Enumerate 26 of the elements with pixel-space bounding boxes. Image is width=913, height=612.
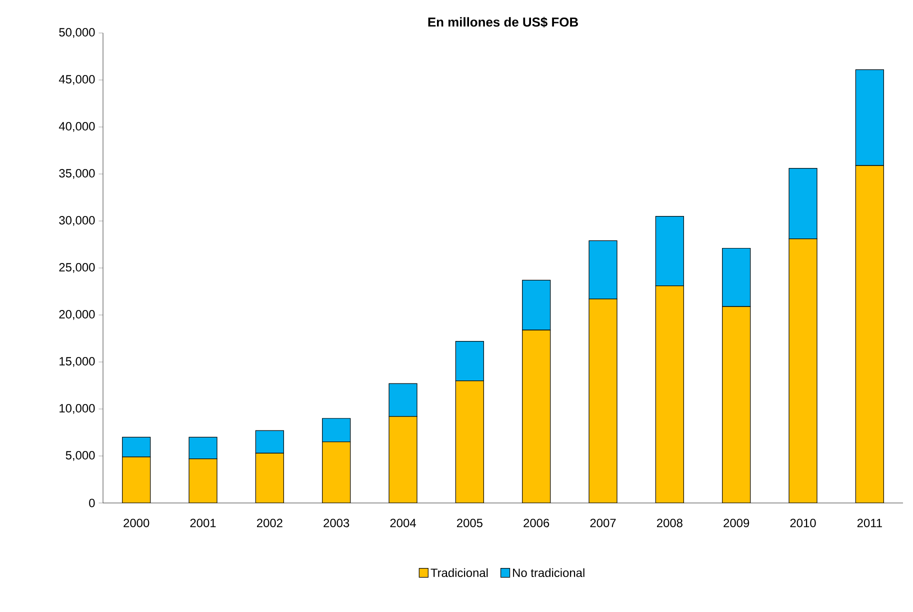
x-tick-label: 2003 [324,518,350,528]
x-tick-label: 2004 [390,518,416,528]
legend-label: Tradicional [430,568,488,578]
x-tick-label: 2001 [190,518,216,528]
y-tick-label: 0 [89,498,95,508]
x-tick-label: 2007 [590,518,616,528]
y-tick-label: 50,000 [59,28,95,38]
y-tick-label: 25,000 [59,263,95,273]
x-tick-label: 2008 [656,518,682,528]
y-tick-label: 10,000 [60,404,95,414]
x-tick-label: 2005 [456,518,482,528]
y-tick-label: 45,000 [58,75,95,85]
y-tick-label: 30,000 [59,216,95,226]
chart-title: En millones de US$ FOB [428,16,578,28]
x-tick-label: 2011 [857,518,882,528]
y-tick-label: 15,000 [60,357,95,367]
x-tick-label: 2000 [124,518,150,528]
y-tick-label: 40,000 [58,122,95,132]
y-tick-label: 5,000 [66,451,95,461]
legend-label: No tradicional [513,568,584,578]
y-tick-label: 35,000 [59,169,95,179]
x-tick-label: 2002 [256,518,282,528]
x-tick-label: 2010 [790,518,816,528]
y-tick-label: 20,000 [59,310,95,320]
x-tick-label: 2009 [724,518,750,528]
x-tick-label: 2006 [524,518,550,528]
